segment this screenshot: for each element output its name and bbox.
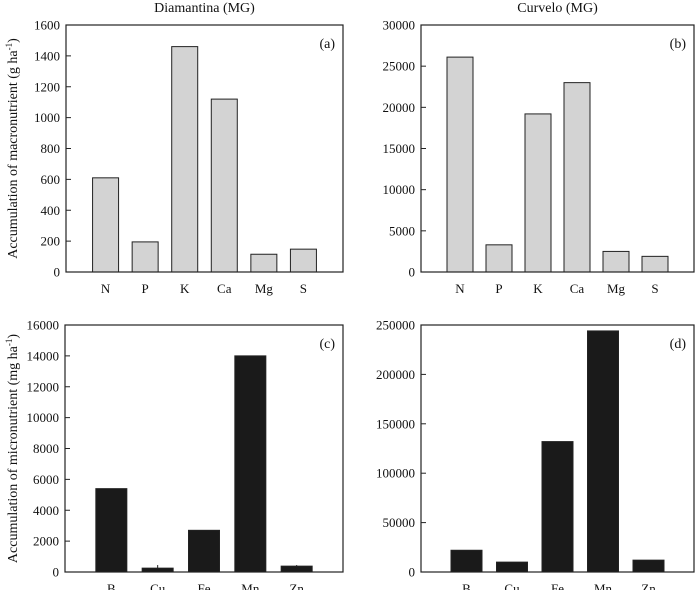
x-tick-label: Mn <box>241 581 260 590</box>
x-tick-label: Cu <box>504 581 520 590</box>
y-tick-label: 8000 <box>33 441 59 456</box>
panel-title: Curvelo (MG) <box>517 1 598 16</box>
y-axis-label-end: ) <box>6 38 21 43</box>
x-tick-label: S <box>651 281 658 296</box>
y-tick-label: 100000 <box>376 466 415 481</box>
x-tick-label: Mg <box>607 281 626 296</box>
panel-title: Diamantina (MG) <box>154 1 255 16</box>
y-axis-label-text: Accumulation of micronutrient (mg ha <box>6 345 21 563</box>
x-tick-label: P <box>495 281 502 296</box>
panel-a: N P K Ca Mg S 0 200 400 600 800 1000 1200 1400 1600 (a)… <box>4 1 344 296</box>
y-tick-label: 10000 <box>383 182 416 197</box>
y-axis-label-text: Accumulation of macronutrient (g ha <box>6 50 21 259</box>
y-tick-label: 150000 <box>376 416 415 431</box>
y-tick-label: 0 <box>53 565 60 580</box>
y-tick-label: 0 <box>409 565 416 580</box>
x-tick-label: Zn <box>641 581 656 590</box>
y-tick-label: 16000 <box>27 318 60 333</box>
bar-Mg <box>602 250 630 273</box>
y-tick-label: 0 <box>409 265 416 280</box>
y-axis-label-end: ) <box>6 334 21 339</box>
x-tick-label: P <box>142 281 149 296</box>
y-tick-label: 14000 <box>27 348 60 363</box>
bar-B <box>450 549 483 573</box>
panel-label: (a) <box>319 37 335 52</box>
y-tick-label: 15000 <box>383 141 416 156</box>
y-tick-label: 200 <box>41 234 61 249</box>
x-tick-label: Mg <box>255 281 274 296</box>
plot-frame <box>420 324 695 573</box>
bar-Ca <box>563 82 591 273</box>
y-tick-label: 600 <box>41 172 61 187</box>
y-tick-label: 0 <box>54 265 61 280</box>
y-tick-label: 1400 <box>34 48 60 63</box>
x-tick-label: Zn <box>289 581 304 590</box>
bar-Zn <box>280 565 313 573</box>
bar-Cu <box>496 561 528 573</box>
x-tick-label: Cu <box>150 581 166 590</box>
bar-K <box>524 113 552 273</box>
y-axis-label-sup: -1 <box>4 339 14 347</box>
bar-N <box>92 177 120 273</box>
y-tick-label: 5000 <box>389 223 415 238</box>
y-tick-label: 50000 <box>383 515 416 530</box>
y-tick-label: 400 <box>41 203 61 218</box>
panel-label: (d) <box>670 337 687 352</box>
x-tick-label: K <box>180 281 190 296</box>
bar-P <box>131 241 159 273</box>
x-tick-label: Ca <box>570 281 585 296</box>
y-axis-label: Accumulation of macronutrient (g ha-1) <box>4 38 21 259</box>
x-tick-label: B <box>462 581 471 590</box>
x-tick-label: Ca <box>217 281 232 296</box>
y-tick-label: 20000 <box>383 100 416 115</box>
y-tick-label: 800 <box>41 141 61 156</box>
y-tick-label: 1200 <box>34 79 60 94</box>
bar-B <box>95 488 128 573</box>
x-tick-label: Fe <box>198 581 211 590</box>
bar-Zn <box>632 559 665 573</box>
y-tick-label: 6000 <box>33 472 59 487</box>
bar-Fe <box>541 441 574 573</box>
bar-S <box>289 248 317 273</box>
x-tick-label: B <box>107 581 116 590</box>
y-tick-label: 30000 <box>383 18 416 33</box>
y-tick-label: 4000 <box>33 503 59 518</box>
bar-P <box>485 244 513 273</box>
bar-N <box>446 56 474 273</box>
x-tick-label: Fe <box>551 581 564 590</box>
y-tick-label: 200000 <box>376 367 415 382</box>
bar-Ca <box>210 98 238 273</box>
y-tick-label: 1600 <box>34 18 60 33</box>
panel-label: (b) <box>670 37 687 52</box>
bar-S <box>641 255 669 273</box>
y-tick-label: 250000 <box>376 318 415 333</box>
panel-label: (c) <box>319 337 335 352</box>
bar-Mn <box>234 355 267 573</box>
bar-Mn <box>587 330 619 573</box>
panel-c: B Cu Fe Mn Zn 0 2000 4000 6000 8000 10000 12000 1400… <box>4 318 344 590</box>
x-tick-label: N <box>101 281 111 296</box>
panel-b: N P K Ca Mg S 0 5000 10000 15000 20000 25000 30000 (b… <box>383 1 695 296</box>
x-tick-label: N <box>455 281 465 296</box>
bar-Fe <box>188 529 220 573</box>
y-tick-label: 12000 <box>27 379 60 394</box>
panel-d: B Cu Fe Mn Zn 0 50000 100000 150000 200000 250000 (… <box>376 318 695 590</box>
x-tick-label: S <box>300 281 307 296</box>
y-axis-label: Accumulation of micronutrient (mg ha-1) <box>4 334 21 563</box>
bar-Mg <box>250 253 278 273</box>
y-tick-label: 10000 <box>27 410 60 425</box>
y-tick-label: 1000 <box>34 110 60 125</box>
bar-K <box>171 46 199 273</box>
y-tick-label: 25000 <box>383 59 416 74</box>
x-tick-label: Mn <box>594 581 613 590</box>
y-tick-label: 2000 <box>33 534 59 549</box>
y-axis-label-sup: -1 <box>4 43 14 51</box>
x-tick-label: K <box>533 281 543 296</box>
